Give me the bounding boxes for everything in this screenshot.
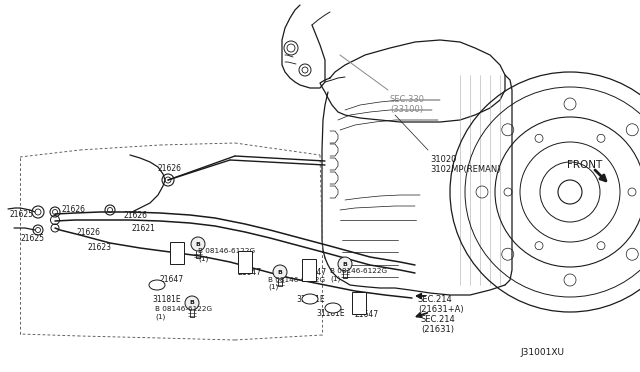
Bar — [238, 251, 252, 273]
Text: 21626: 21626 — [76, 228, 100, 237]
Bar — [302, 259, 316, 281]
Text: B 08146-6122G
(1): B 08146-6122G (1) — [155, 306, 212, 320]
Text: B 08146-6122G
(1): B 08146-6122G (1) — [198, 248, 255, 262]
Text: 21625: 21625 — [9, 210, 33, 219]
Text: B: B — [189, 301, 195, 305]
Text: 31181E: 31181E — [316, 309, 344, 318]
Text: 31181E: 31181E — [296, 295, 324, 304]
Text: 21623: 21623 — [87, 243, 111, 252]
Text: B 08146-6122G
(1): B 08146-6122G (1) — [268, 277, 325, 291]
Text: 21621: 21621 — [131, 224, 155, 233]
Ellipse shape — [302, 294, 318, 304]
Text: 31181E: 31181E — [152, 295, 180, 304]
Text: J31001XU: J31001XU — [520, 348, 564, 357]
Text: B: B — [342, 262, 348, 266]
Text: 21647: 21647 — [160, 275, 184, 284]
Text: 31020
3102MP(REMAN): 31020 3102MP(REMAN) — [430, 155, 500, 174]
Text: SEC.330
(33100): SEC.330 (33100) — [390, 95, 425, 115]
Ellipse shape — [325, 303, 341, 313]
Text: B: B — [278, 269, 282, 275]
Text: B 08146-6122G
(1): B 08146-6122G (1) — [330, 268, 387, 282]
Text: 21647: 21647 — [355, 310, 379, 319]
Bar — [352, 292, 366, 314]
Bar — [170, 242, 184, 264]
Text: 21626: 21626 — [158, 164, 182, 173]
Text: SEC.214
(21631): SEC.214 (21631) — [421, 315, 456, 334]
Text: 21647: 21647 — [303, 268, 327, 277]
Text: 21626: 21626 — [61, 205, 85, 214]
Text: 21625: 21625 — [20, 234, 44, 243]
Text: B: B — [196, 241, 200, 247]
Circle shape — [273, 265, 287, 279]
Text: 21647: 21647 — [238, 268, 262, 277]
Ellipse shape — [149, 280, 165, 290]
Circle shape — [191, 237, 205, 251]
Circle shape — [338, 257, 352, 271]
Text: SEC.214
(21631+A): SEC.214 (21631+A) — [418, 295, 463, 314]
Text: FRONT: FRONT — [567, 160, 602, 170]
Text: 21626: 21626 — [123, 211, 147, 220]
Circle shape — [185, 296, 199, 310]
